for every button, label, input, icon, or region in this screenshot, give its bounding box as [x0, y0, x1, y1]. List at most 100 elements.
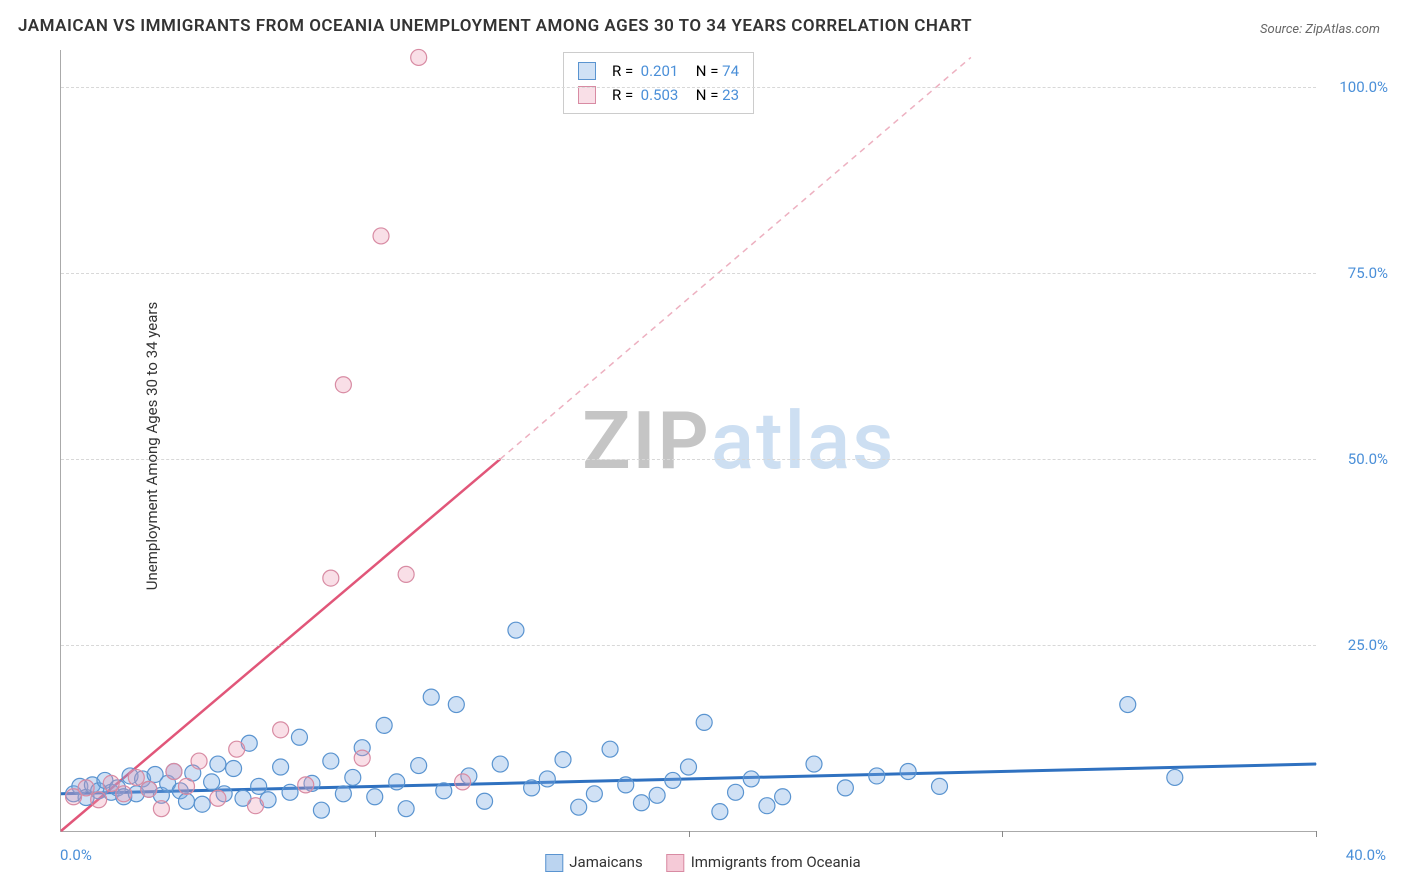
- data-point: [775, 789, 791, 805]
- data-point: [389, 774, 405, 790]
- data-point: [571, 799, 587, 815]
- data-point: [492, 756, 508, 772]
- data-point: [837, 780, 853, 796]
- data-point: [91, 792, 107, 808]
- legend-label: Jamaicans: [569, 853, 642, 871]
- bottom-legend: Jamaicans Immigrants from Oceania: [545, 853, 860, 872]
- legend-swatch: [545, 854, 563, 872]
- stat-n-label: N = 74: [688, 59, 739, 83]
- stat-r-value: 0.503: [641, 86, 679, 104]
- data-point: [116, 786, 132, 802]
- data-point: [298, 777, 314, 793]
- data-point: [869, 768, 885, 784]
- data-point: [423, 689, 439, 705]
- y-tick-label: 50.0%: [1328, 450, 1388, 468]
- data-point: [602, 741, 618, 757]
- data-point: [759, 798, 775, 814]
- data-point: [273, 759, 289, 775]
- data-point: [226, 761, 242, 777]
- data-point: [229, 741, 245, 757]
- chart-title: JAMAICAN VS IMMIGRANTS FROM OCEANIA UNEM…: [18, 16, 972, 36]
- data-point: [179, 793, 195, 809]
- x-axis-start-label: 0.0%: [60, 846, 92, 864]
- data-point: [712, 804, 728, 820]
- data-point: [273, 722, 289, 738]
- data-point: [555, 752, 571, 768]
- data-point: [78, 780, 94, 796]
- data-point: [323, 570, 339, 586]
- data-point: [128, 769, 144, 785]
- stat-n-value: 23: [722, 86, 739, 104]
- source-label: Source: ZipAtlas.com: [1260, 22, 1380, 37]
- data-point: [743, 771, 759, 787]
- data-point: [932, 778, 948, 794]
- data-point: [633, 795, 649, 811]
- data-point: [313, 802, 329, 818]
- data-point: [345, 769, 361, 785]
- gridline: [61, 87, 1316, 88]
- data-point: [191, 753, 207, 769]
- data-point: [398, 801, 414, 817]
- legend-swatch: [667, 854, 685, 872]
- data-point: [210, 756, 226, 772]
- data-point: [806, 756, 822, 772]
- data-point: [411, 758, 427, 774]
- data-point: [696, 714, 712, 730]
- data-point: [539, 771, 555, 787]
- stat-n-value: 74: [722, 62, 739, 80]
- data-point: [367, 789, 383, 805]
- data-point: [179, 778, 195, 794]
- data-point: [335, 786, 351, 802]
- data-point: [335, 377, 351, 393]
- legend-item: Immigrants from Oceania: [667, 853, 861, 872]
- y-tick-label: 100.0%: [1328, 78, 1388, 96]
- stat-r-label: R = 0.201: [612, 59, 678, 83]
- data-point: [141, 781, 157, 797]
- x-tick: [1002, 831, 1003, 837]
- trend-line: [500, 57, 971, 459]
- data-point: [665, 772, 681, 788]
- x-axis-end-label: 40.0%: [1346, 846, 1386, 864]
- data-point: [448, 697, 464, 713]
- data-point: [649, 787, 665, 803]
- gridline: [61, 273, 1316, 274]
- data-point: [166, 763, 182, 779]
- data-point: [251, 778, 267, 794]
- gridline: [61, 459, 1316, 460]
- y-tick-label: 25.0%: [1328, 636, 1388, 654]
- data-point: [900, 763, 916, 779]
- data-point: [1120, 697, 1136, 713]
- data-point: [524, 780, 540, 796]
- data-point: [586, 786, 602, 802]
- data-point: [376, 717, 392, 733]
- data-point: [728, 784, 744, 800]
- legend-label: Immigrants from Oceania: [691, 853, 861, 871]
- data-point: [210, 790, 226, 806]
- data-point: [411, 49, 427, 65]
- data-point: [508, 622, 524, 638]
- data-point: [477, 793, 493, 809]
- data-point: [153, 801, 169, 817]
- data-point: [291, 729, 307, 745]
- stats-row: R = 0.201 N = 74: [578, 59, 739, 83]
- data-point: [681, 759, 697, 775]
- data-point: [455, 774, 471, 790]
- data-point: [618, 777, 634, 793]
- gridline: [61, 645, 1316, 646]
- stats-legend: R = 0.201 N = 74R = 0.503 N = 23: [563, 52, 754, 114]
- x-tick: [689, 831, 690, 837]
- legend-swatch: [578, 86, 596, 104]
- data-point: [1167, 769, 1183, 785]
- stat-r-value: 0.201: [641, 62, 679, 80]
- plot-svg: [61, 50, 1316, 831]
- data-point: [194, 796, 210, 812]
- data-point: [282, 784, 298, 800]
- plot-area: ZIPatlas R = 0.201 N = 74R = 0.503 N = 2…: [60, 50, 1316, 832]
- data-point: [436, 783, 452, 799]
- y-tick-label: 75.0%: [1328, 264, 1388, 282]
- legend-item: Jamaicans: [545, 853, 642, 872]
- data-point: [354, 750, 370, 766]
- data-point: [204, 774, 220, 790]
- data-point: [323, 753, 339, 769]
- data-point: [248, 798, 264, 814]
